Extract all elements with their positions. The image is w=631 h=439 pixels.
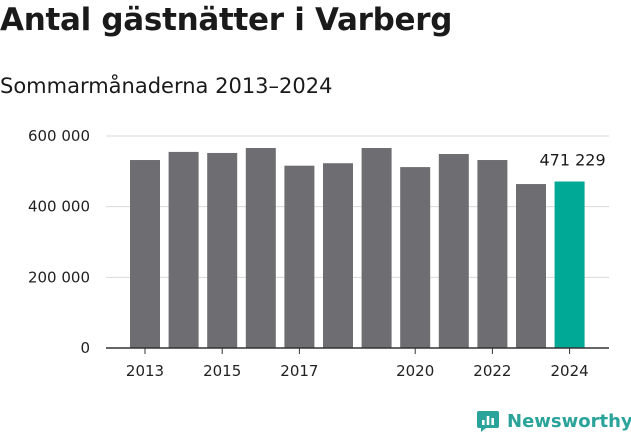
y-tick-label: 0	[80, 339, 90, 357]
bar	[361, 148, 392, 348]
bar	[323, 163, 353, 348]
x-tick-label: 2017	[280, 362, 318, 380]
newsworthy-logo: Newsworthy	[476, 409, 631, 433]
y-tick-label: 600 000	[28, 127, 90, 145]
x-tick-label: 2013	[126, 362, 164, 380]
bar	[516, 184, 546, 348]
bar	[438, 154, 469, 348]
bar	[245, 148, 276, 348]
bar	[477, 160, 508, 348]
newsworthy-logo-icon	[477, 411, 499, 432]
y-tick-label: 200 000	[28, 268, 90, 286]
bar	[130, 160, 160, 348]
chart-title: Antal gästnätter i Varberg	[0, 2, 453, 38]
y-tick-label: 400 000	[28, 198, 90, 216]
x-tick-label: 2022	[473, 362, 511, 380]
chart-subtitle: Sommarmånaderna 2013–2024	[0, 74, 333, 98]
bar-chart: 0 200 000 400 000 600 000 2013 2015 2017 2020 20…	[28, 127, 609, 380]
bar	[207, 152, 238, 348]
x-tick-label: 2024	[551, 362, 589, 380]
bar	[284, 165, 315, 348]
bar	[554, 181, 585, 348]
newsworthy-logo-text: Newsworthy	[507, 410, 631, 432]
data-label: 471 229	[540, 150, 606, 169]
bar	[400, 167, 431, 348]
x-tick-label: 2015	[203, 362, 241, 380]
x-tick-label: 2020	[396, 362, 434, 380]
bar	[168, 151, 199, 348]
